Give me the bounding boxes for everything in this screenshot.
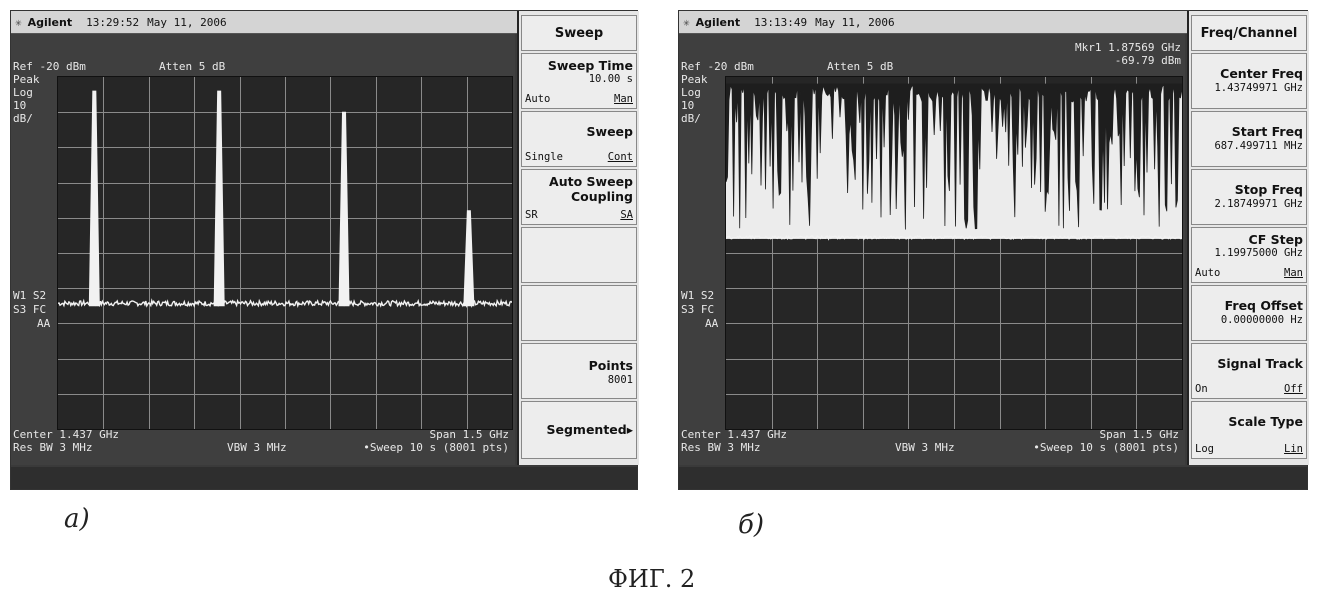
- date-a: May 11, 2006: [147, 16, 226, 29]
- agilent-spark-icon: ✳: [683, 16, 690, 29]
- div-label-b: 10: [681, 100, 694, 112]
- unit-label-a: dB/: [13, 113, 33, 125]
- sweep-info-b: •Sweep 10 s (8001 pts): [1033, 442, 1179, 454]
- signal-peak: [214, 91, 224, 306]
- atten-a: Atten 5 dB: [159, 61, 225, 73]
- points-key[interactable]: Points 8001: [521, 343, 637, 399]
- cf-step-key[interactable]: CF Step 1.19975000 GHz Auto Man: [1191, 227, 1307, 283]
- softkey-panel-b: Freq/Channel Center Freq 1.43749971 GHz …: [1187, 11, 1309, 465]
- brand-a: Agilent: [28, 16, 72, 29]
- display-area-a: Ref -20 dBm Atten 5 dB Peak Log 10 dB/ W…: [11, 34, 515, 465]
- spectrum-b-plot: [726, 77, 1182, 429]
- sweep-time-key[interactable]: Sweep Time 10.00 s Auto Man: [521, 53, 637, 109]
- signal-peak: [464, 211, 474, 306]
- scale-label-a: Log: [13, 87, 33, 99]
- ref-level-a: Ref -20 dBm: [13, 61, 86, 73]
- time-a: 13:29:52: [86, 16, 139, 29]
- segmented-key[interactable]: Segmented▸: [521, 401, 637, 459]
- blank-key-a-1[interactable]: [521, 227, 637, 283]
- date-b: May 11, 2006: [815, 16, 894, 29]
- trace-label-b-3: AA: [705, 318, 718, 330]
- signal-peak: [339, 112, 349, 306]
- analyzer-screen-b: ✳ Agilent 13:13:49 May 11, 2006 Mkr1 1.8…: [678, 10, 1308, 490]
- freq-offset-key[interactable]: Freq Offset 0.00000000 Hz: [1191, 285, 1307, 341]
- scale-type-key[interactable]: Scale Type Log Lin: [1191, 401, 1307, 459]
- analyzer-screen-a: ✳ Agilent 13:29:52 May 11, 2006 Ref -20 …: [10, 10, 638, 490]
- graticule-a: [57, 76, 513, 430]
- figure-label: ФИГ. 2: [608, 565, 695, 593]
- menu-title-freq-channel: Freq/Channel: [1191, 15, 1307, 51]
- caption-a: а): [64, 504, 90, 534]
- caption-b: б): [738, 510, 764, 540]
- atten-b: Atten 5 dB: [827, 61, 893, 73]
- marker-level-b: -69.79 dBm: [1115, 55, 1181, 67]
- signal-peak: [89, 91, 99, 306]
- span-b: Span 1.5 GHz: [1100, 429, 1179, 441]
- res-bw-b: Res BW 3 MHz: [681, 442, 760, 454]
- title-bar-b: ✳ Agilent 13:13:49 May 11, 2006: [679, 11, 1187, 34]
- menu-title-sweep: Sweep: [521, 15, 637, 51]
- center-freq-key[interactable]: Center Freq 1.43749971 GHz: [1191, 53, 1307, 109]
- trace-label-b-2: S3 FC: [681, 304, 714, 316]
- det-label-b: Peak: [681, 74, 708, 86]
- status-bar-a: [11, 467, 637, 489]
- sweep-info-a: •Sweep 10 s (8001 pts): [363, 442, 509, 454]
- graticule-b: [725, 76, 1183, 430]
- time-b: 13:13:49: [754, 16, 807, 29]
- softkey-panel-a: Sweep Sweep Time 10.00 s Auto Man Sweep …: [517, 11, 639, 465]
- sweep-mode-key[interactable]: Sweep Single Cont: [521, 111, 637, 167]
- center-freq-b: Center 1.437 GHz: [681, 429, 787, 441]
- start-freq-key[interactable]: Start Freq 687.499711 MHz: [1191, 111, 1307, 167]
- trace-label-b-1: W1 S2: [681, 290, 714, 302]
- spectrum-a-plot: [58, 77, 512, 429]
- trace-label-a-3: AA: [37, 318, 50, 330]
- ref-level-b: Ref -20 dBm: [681, 61, 754, 73]
- blank-key-a-2[interactable]: [521, 285, 637, 341]
- trace-label-a-1: W1 S2: [13, 290, 46, 302]
- trace-label-a-2: S3 FC: [13, 304, 46, 316]
- center-freq-a: Center 1.437 GHz: [13, 429, 119, 441]
- vbw-a: VBW 3 MHz: [227, 442, 287, 454]
- stop-freq-key[interactable]: Stop Freq 2.18749971 GHz: [1191, 169, 1307, 225]
- scale-label-b: Log: [681, 87, 701, 99]
- div-label-a: 10: [13, 100, 26, 112]
- brand-b: Agilent: [696, 16, 740, 29]
- vbw-b: VBW 3 MHz: [895, 442, 955, 454]
- title-bar-a: ✳ Agilent 13:29:52 May 11, 2006: [11, 11, 517, 34]
- res-bw-a: Res BW 3 MHz: [13, 442, 92, 454]
- signal-track-key[interactable]: Signal Track On Off: [1191, 343, 1307, 399]
- agilent-spark-icon: ✳: [15, 16, 22, 29]
- unit-label-b: dB/: [681, 113, 701, 125]
- auto-sweep-coupling-key[interactable]: Auto Sweep Coupling SR SA: [521, 169, 637, 225]
- marker-freq-b: Mkr1 1.87569 GHz: [1075, 42, 1181, 54]
- status-bar-b: [679, 467, 1307, 489]
- det-label-a: Peak: [13, 74, 40, 86]
- span-a: Span 1.5 GHz: [430, 429, 509, 441]
- display-area-b: Mkr1 1.87569 GHz -69.79 dBm Ref -20 dBm …: [679, 34, 1185, 465]
